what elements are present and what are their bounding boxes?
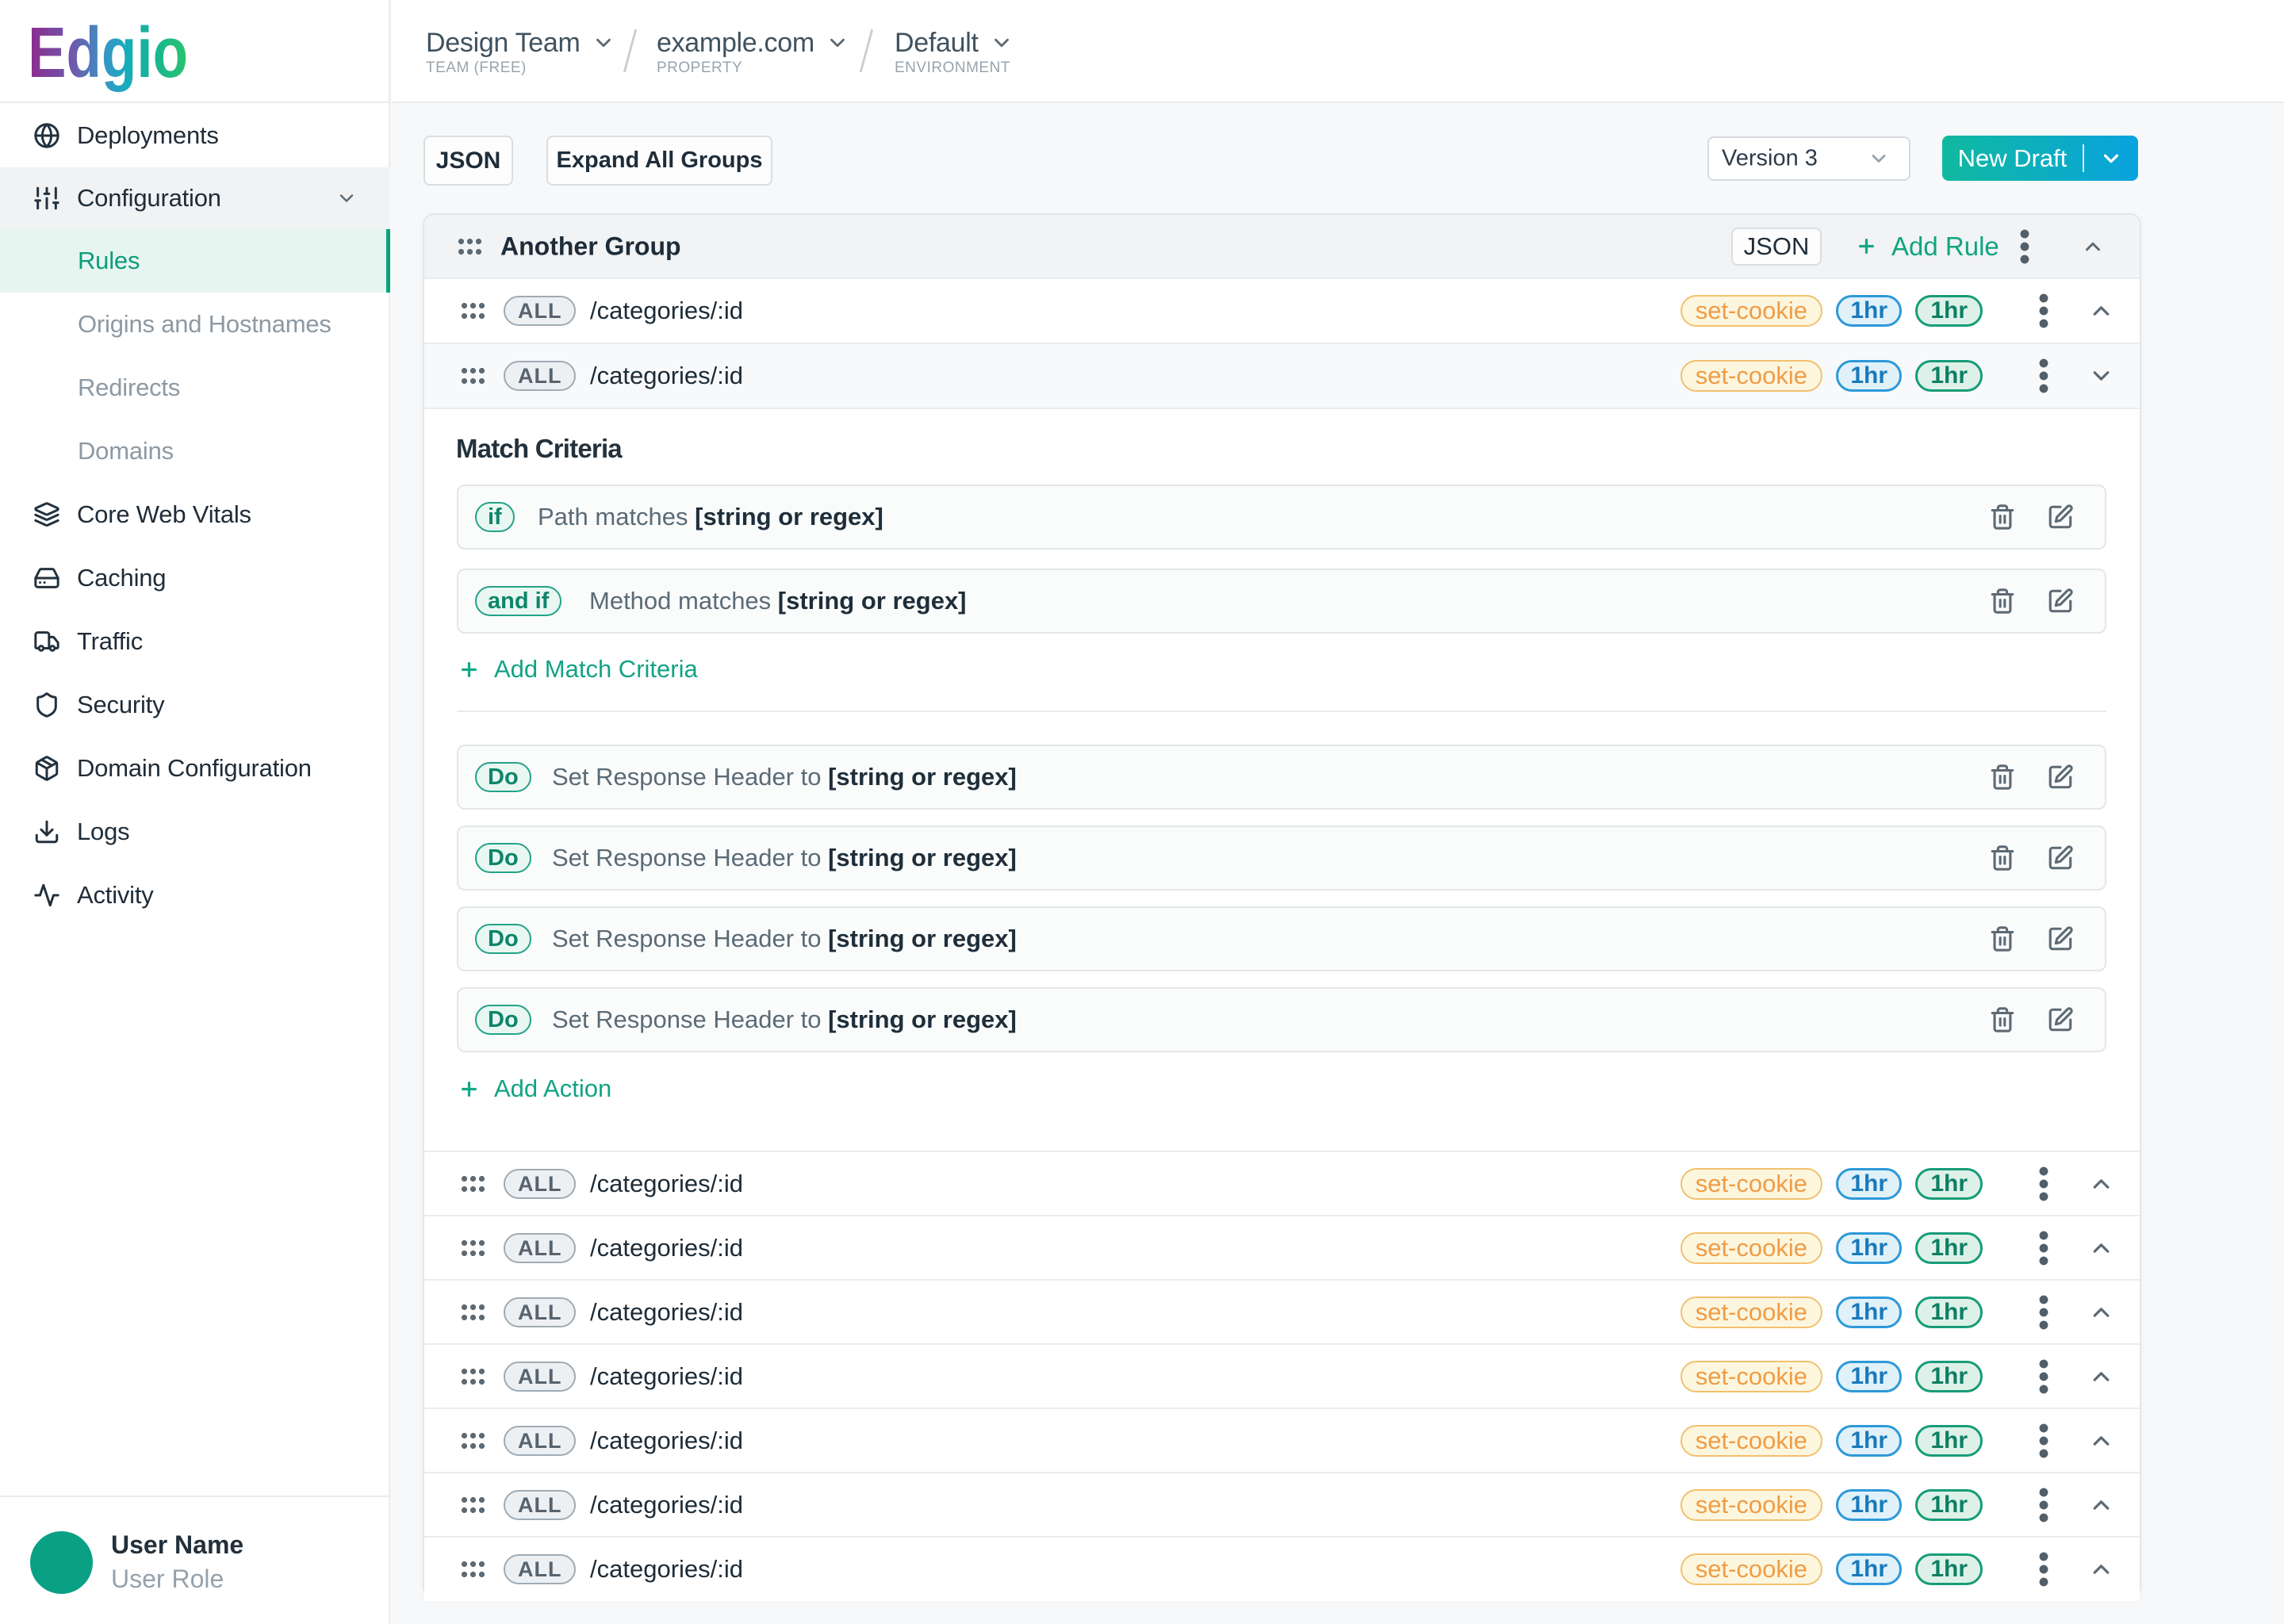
svg-text:Edgio: Edgio (32, 21, 188, 93)
